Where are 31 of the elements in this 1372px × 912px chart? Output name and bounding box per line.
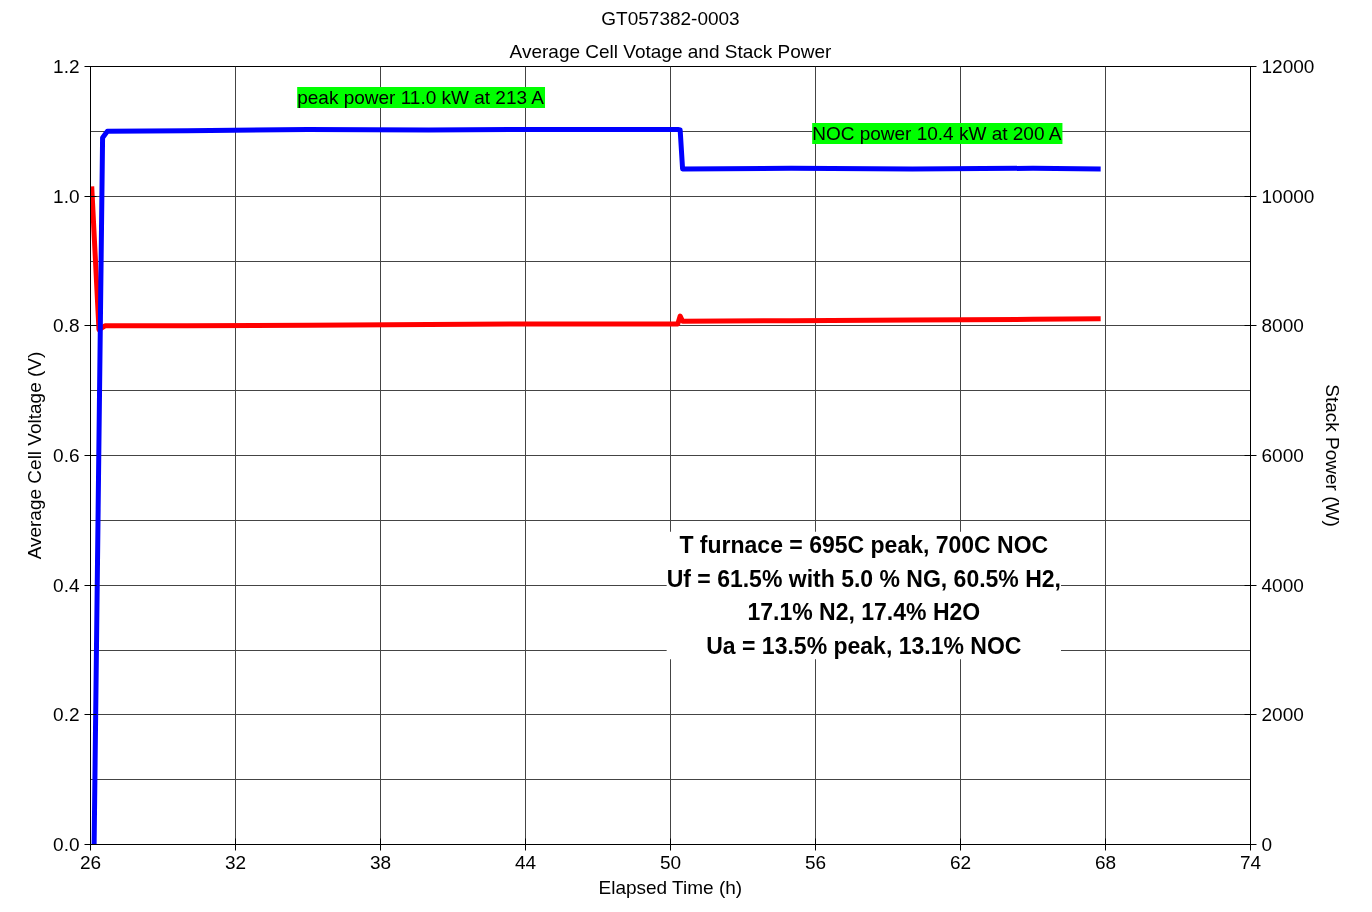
- y2-tick-label: 10000: [1261, 185, 1315, 207]
- y-axis-title: Average Cell Voltage (V): [24, 351, 46, 560]
- x-tick-label: 74: [1239, 851, 1262, 873]
- chart-subtitle: Average Cell Votage and Stack Power: [509, 40, 833, 62]
- x-tick-label: 44: [514, 851, 537, 873]
- y2-tick-label: 6000: [1261, 445, 1304, 466]
- annotation: NOC power 10.4 kW at 200 A: [812, 122, 1062, 144]
- y-tick-label: 0.8: [53, 315, 80, 337]
- x-tick-label: 56: [804, 851, 827, 873]
- y-tick-label: 0.0: [53, 834, 80, 855]
- y-tick-label: 0.6: [53, 445, 80, 466]
- y-tick-label: 1.2: [53, 56, 80, 77]
- y2-tick-label: 0: [1261, 834, 1273, 855]
- y-tick-label: 1.0: [53, 185, 80, 207]
- y2-tick-label: 12000: [1261, 56, 1315, 77]
- y2-tick-label: 8000: [1261, 315, 1304, 337]
- x-tick-label: 62: [949, 851, 972, 873]
- y-tick-label: 0.4: [53, 574, 80, 596]
- y2-axis-title: Stack Power (W): [1322, 384, 1344, 527]
- y2-tick-label: 4000: [1261, 574, 1304, 596]
- x-tick-label: 38: [369, 851, 392, 873]
- x-tick-label: 68: [1094, 851, 1117, 873]
- annotation: T furnace = 695C peak, 700C NOC Uf = 61.5% with 5.0 % NG, 60.5% H2, 17.1% N2, 17.4% H2O Ua = 13.5% peak, 13.1% NOC: [666, 531, 1062, 660]
- y-tick-label: 0.2: [53, 704, 80, 726]
- x-tick-label: 50: [659, 851, 682, 873]
- x-tick-label: 26: [79, 851, 102, 873]
- annotation: peak power 11.0 kW at 213 A: [297, 87, 545, 109]
- x-tick-label: 32: [224, 851, 247, 873]
- y2-tick-label: 2000: [1261, 704, 1304, 726]
- chart-title: GT057382-0003: [601, 7, 740, 29]
- x-axis-title: Elapsed Time (h): [598, 876, 743, 898]
